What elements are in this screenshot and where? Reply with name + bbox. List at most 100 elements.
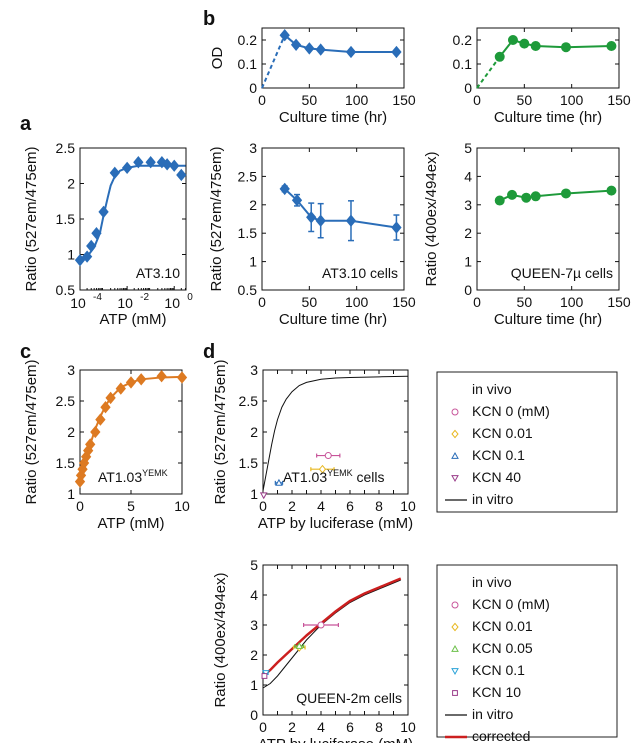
x-tick-label: 5 — [127, 498, 135, 514]
x-tick-label: 100 — [345, 92, 369, 108]
scatter-point — [324, 452, 332, 460]
annotation-superscript: YEMK — [327, 468, 353, 478]
panel-letter-d: d — [203, 341, 215, 363]
y-tick-label: 0.2 — [238, 32, 258, 48]
legend-marker — [451, 622, 459, 632]
panel-letter-b: b — [203, 8, 215, 30]
scatter-point — [261, 673, 268, 679]
fit-line — [262, 579, 401, 689]
x-axis-label: Culture time (hr) — [279, 311, 387, 328]
data-point — [86, 239, 97, 253]
x-tick-label: 50 — [302, 294, 318, 310]
x-tick-label: 100 — [345, 294, 369, 310]
data-point — [136, 373, 147, 386]
legend-label: KCN 0.01 — [472, 618, 533, 634]
y-tick-label: 1 — [464, 254, 472, 270]
data-point — [391, 45, 402, 59]
scatter-point — [317, 621, 325, 629]
plot-frame — [261, 27, 405, 89]
plot-annotation: QUEEN-7µ cells — [511, 265, 613, 281]
x-tick-exponent: -2 — [140, 292, 149, 303]
y-tick-label: 0.1 — [453, 56, 473, 72]
y-tick-label: 3 — [249, 140, 257, 156]
chart-b3: 0.5 1 1.5 2 2.5 3 0 50 100 150 Culture time (hr) Ra… — [208, 140, 416, 328]
data-point — [530, 191, 541, 202]
legend-marker — [452, 690, 458, 696]
y-tick-label: 1 — [249, 254, 257, 270]
legend-marker — [451, 644, 459, 652]
plot-annotation: QUEEN-2m cells — [296, 690, 402, 706]
plot-frame — [476, 27, 620, 89]
y-tick-label: 0 — [249, 80, 257, 96]
x-axis-label: ATP (mM) — [98, 515, 165, 532]
chart-c: 1 1.5 2 2.5 3 0 5 10 ATP (mM) Ratio (527em/475em)… — [23, 359, 190, 532]
data-point — [606, 41, 617, 51]
data-point — [85, 438, 96, 451]
x-tick-label: 150 — [392, 92, 416, 108]
y-tick-label: 0.5 — [238, 282, 258, 298]
x-axis-label: Culture time (hr) — [279, 109, 387, 126]
x-tick-label: 4 — [317, 719, 325, 735]
x-tick-label: 0 — [258, 294, 266, 310]
series-line — [284, 34, 397, 53]
x-tick-label: 4 — [317, 498, 325, 514]
data-point — [560, 188, 571, 199]
data-point — [121, 161, 133, 175]
x-tick-label: 0 — [258, 92, 266, 108]
data-point — [530, 41, 541, 51]
legend-title: in vivo — [472, 574, 512, 590]
y-tick-label: 1.5 — [238, 225, 258, 241]
legend-marker — [451, 451, 459, 459]
legend-label: KCN 0 (mM) — [472, 596, 550, 612]
x-tick-label: 150 — [607, 92, 631, 108]
legend-marker — [451, 429, 459, 439]
y-tick-label: 3 — [464, 197, 472, 213]
legend-marker — [451, 408, 459, 416]
data-point — [169, 159, 180, 172]
data-point — [345, 214, 357, 227]
data-point — [291, 194, 303, 207]
series-line — [284, 188, 397, 229]
x-tick-label: 0 — [76, 498, 84, 514]
x-tick-label: 2 — [288, 498, 296, 514]
data-point — [507, 35, 518, 45]
y-tick-label: 0.5 — [56, 282, 76, 298]
y-tick-label: 3 — [250, 362, 258, 378]
data-point — [290, 38, 302, 51]
data-point — [125, 376, 137, 389]
y-tick-label: 2 — [67, 424, 75, 440]
scatter-point — [275, 478, 283, 486]
y-tick-label: 2.5 — [56, 140, 76, 156]
panel-letter-a: a — [20, 113, 32, 135]
x-tick-label: 50 — [302, 92, 318, 108]
data-point — [391, 221, 402, 234]
data-point — [176, 168, 187, 182]
data-point — [494, 195, 505, 206]
legend-label: KCN 10 — [472, 684, 521, 700]
data-point — [115, 382, 126, 395]
data-point — [306, 211, 317, 224]
y-tick-label: 0.1 — [238, 56, 258, 72]
dashed-segment — [476, 56, 501, 89]
plot-annotation: AT1.03YEMK — [98, 468, 168, 485]
y-tick-label: 1 — [67, 247, 75, 263]
x-tick-label: 50 — [517, 92, 533, 108]
corrected-line — [262, 577, 402, 677]
legend-label: KCN 0 (mM) — [472, 403, 550, 419]
fit-line — [79, 164, 186, 263]
legend-marker — [451, 601, 459, 609]
y-tick-label: 3 — [250, 617, 258, 633]
data-point — [519, 38, 530, 49]
y-tick-label: 2.5 — [239, 393, 259, 409]
y-tick-label: 2.5 — [56, 393, 76, 409]
data-point — [279, 29, 290, 42]
plot-annotation: AT3.10 — [136, 265, 180, 281]
data-point — [560, 42, 571, 53]
x-axis-label: ATP by luciferase (mM) — [258, 736, 413, 743]
x-tick-label: 0 — [259, 498, 267, 514]
data-point — [133, 156, 144, 169]
